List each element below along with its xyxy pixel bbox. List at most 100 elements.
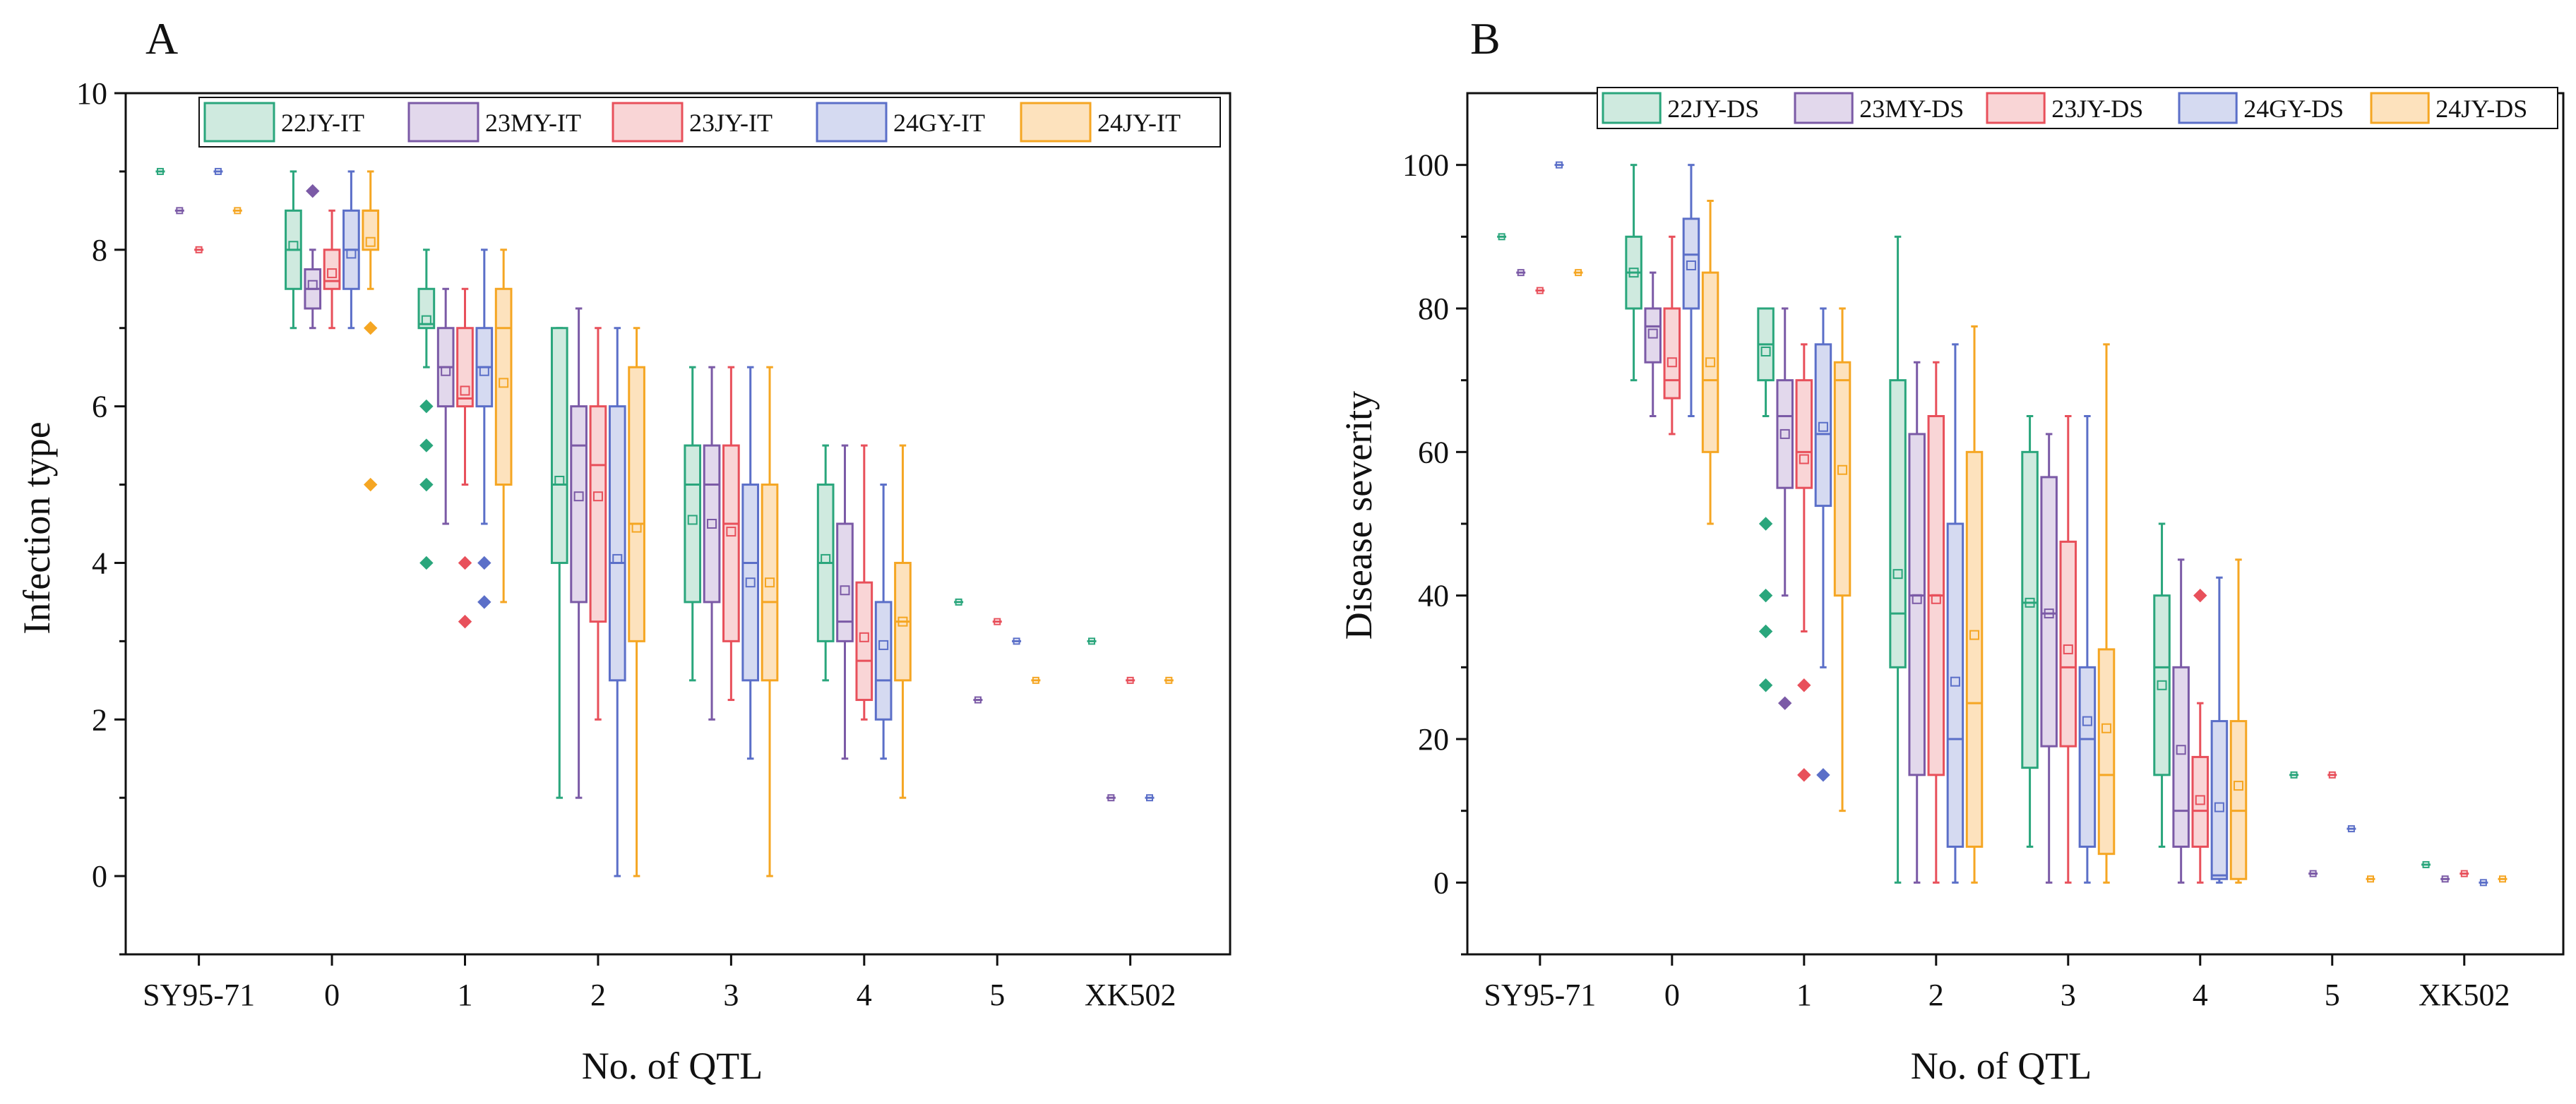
outlier-point xyxy=(1797,768,1811,782)
mean-marker xyxy=(592,491,603,502)
box xyxy=(570,405,588,604)
x-tick-label: XK502 xyxy=(2419,978,2510,1012)
outlier-point xyxy=(364,321,378,335)
box xyxy=(608,405,626,682)
box xyxy=(2229,720,2248,880)
mean-marker xyxy=(2214,802,2224,812)
mean-marker xyxy=(554,476,565,486)
outlier-point xyxy=(1758,588,1773,603)
outlier-point xyxy=(458,556,472,570)
y-tick-label: 4 xyxy=(92,546,107,580)
y-tick-label: 0 xyxy=(92,859,107,894)
box xyxy=(2210,720,2229,880)
legend-swatch xyxy=(203,102,275,143)
mean-marker xyxy=(2366,875,2374,883)
outlier-point xyxy=(1797,678,1811,692)
mean-marker xyxy=(1165,676,1173,684)
x-tick-label: XK502 xyxy=(1085,978,1176,1012)
outlier-point xyxy=(419,477,434,492)
mean-marker xyxy=(1032,676,1039,684)
mean-marker xyxy=(765,577,775,588)
box xyxy=(2021,450,2039,769)
mean-marker xyxy=(1575,269,1582,277)
legend-swatch xyxy=(2178,92,2238,124)
mean-marker xyxy=(1647,328,1658,339)
mean-marker xyxy=(1498,233,1505,241)
y-axis-title: Infection type xyxy=(16,421,58,634)
box xyxy=(628,366,645,642)
legend-label: 23JY-DS xyxy=(2051,95,2143,123)
x-tick-label: 5 xyxy=(989,978,1005,1012)
panel-letter: B xyxy=(1470,13,1501,64)
box xyxy=(1663,307,1681,400)
mean-marker xyxy=(1628,268,1639,278)
legend-label: 22JY-DS xyxy=(1667,95,1759,123)
legend-swatch xyxy=(1020,102,1092,143)
box xyxy=(1833,361,1852,597)
mean-marker xyxy=(365,236,376,247)
outlier-point xyxy=(419,556,434,570)
outlier-point xyxy=(419,438,434,452)
mean-marker xyxy=(1837,464,1848,475)
mean-marker xyxy=(327,268,338,279)
mean-marker xyxy=(1013,637,1020,645)
box xyxy=(1701,271,1719,453)
legend-label: 24JY-DS xyxy=(2435,95,2527,123)
legend: 22JY-DS 23MY-DS 23JY-DS 24GY-DS 24JY-DS xyxy=(1597,87,2558,129)
box xyxy=(1965,450,1984,848)
series-23MY-DS xyxy=(1516,269,2450,884)
mean-marker xyxy=(2498,875,2506,883)
outlier-point xyxy=(306,184,320,198)
plot-area: 0 20 40 60 80 100 SY95-71 0 1 2 3 4 5 XK502 22JY-DS 23M… xyxy=(1402,87,2565,1012)
box xyxy=(2040,476,2058,748)
series-24GY-IT xyxy=(213,167,1155,877)
plot-frame xyxy=(124,92,1232,956)
mean-marker xyxy=(288,241,299,251)
mean-marker xyxy=(631,522,642,533)
x-tick-label: 5 xyxy=(2325,978,2340,1012)
mean-marker xyxy=(2460,870,2468,877)
box xyxy=(1644,307,1662,364)
outlier-point xyxy=(1758,624,1773,639)
box xyxy=(1889,379,1907,668)
mean-marker xyxy=(1779,428,1790,439)
mean-marker xyxy=(1818,421,1828,432)
mean-marker xyxy=(1107,794,1115,802)
mean-marker xyxy=(307,280,318,290)
outlier-point xyxy=(364,477,378,492)
box xyxy=(1682,217,1700,310)
legend-label: 23JY-IT xyxy=(689,109,773,137)
box xyxy=(874,601,893,721)
legend-swatch xyxy=(612,102,684,143)
y-tick-label: 0 xyxy=(1433,865,1449,900)
mean-marker xyxy=(176,207,184,215)
mean-marker xyxy=(156,167,164,175)
mean-marker xyxy=(2157,680,2167,690)
mean-marker xyxy=(2290,771,2298,779)
legend-label: 23MY-IT xyxy=(485,109,581,137)
box xyxy=(1795,379,1813,489)
mean-marker xyxy=(1892,569,1903,580)
box xyxy=(722,444,740,642)
mean-marker xyxy=(1088,637,1096,645)
mean-marker xyxy=(974,696,982,704)
series-24GY-DS xyxy=(1554,161,2488,887)
mean-marker xyxy=(612,553,623,564)
box xyxy=(836,522,854,642)
mean-marker xyxy=(499,378,509,388)
outlier-point xyxy=(1758,678,1773,692)
mean-marker xyxy=(859,632,869,642)
y-tick-label: 80 xyxy=(1418,292,1449,326)
box xyxy=(2153,594,2171,776)
panel-letter: A xyxy=(145,13,178,64)
mean-marker xyxy=(1912,594,1922,604)
mean-marker xyxy=(2176,745,2186,755)
plot-frame xyxy=(1466,92,2565,956)
y-tick-label: 8 xyxy=(92,233,107,268)
box xyxy=(703,444,721,604)
mean-marker xyxy=(2328,771,2336,779)
mean-marker xyxy=(2234,781,2244,791)
series-22JY-DS xyxy=(1497,164,2431,884)
